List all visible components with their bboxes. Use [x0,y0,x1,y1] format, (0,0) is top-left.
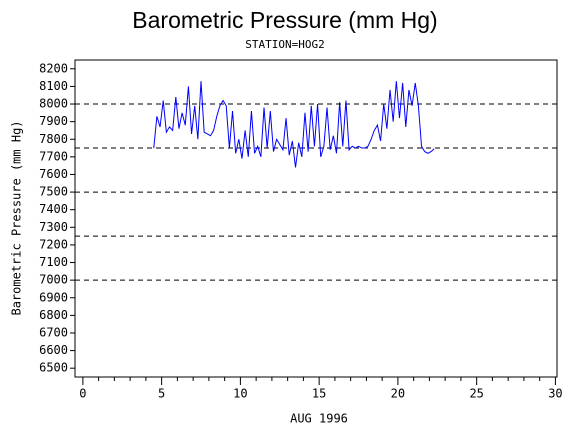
x-tick-label: 5 [158,387,165,401]
y-tick-label: 7000 [39,273,68,287]
x-tick-label: 15 [312,387,326,401]
data-line [153,81,435,168]
y-tick-label: 7100 [39,255,68,269]
x-axis-title: AUG 1996 [290,412,348,426]
y-tick-label: 7300 [39,220,68,234]
y-tick-label: 7400 [39,202,68,216]
y-tick-label: 7600 [39,167,68,181]
y-tick-label: 6800 [39,308,68,322]
y-tick-label: 8200 [39,61,68,75]
x-tick-label: 25 [469,387,483,401]
y-tick-label: 7500 [39,185,68,199]
y-tick-label: 7800 [39,132,68,146]
y-tick-label: 6600 [39,343,68,357]
x-tick-label: 0 [79,387,86,401]
x-tick-label: 30 [548,387,562,401]
y-tick-label: 7700 [39,149,68,163]
y-tick-label: 6700 [39,325,68,339]
y-tick-label: 6500 [39,361,68,375]
y-tick-label: 6900 [39,290,68,304]
y-tick-label: 8100 [39,79,68,93]
chart-subtitle: STATION=HOG2 [245,38,324,51]
x-tick-label: 20 [391,387,405,401]
y-axis-title: Barometric Pressure (mm Hg) [10,120,24,315]
y-tick-label: 8000 [39,97,68,111]
y-tick-label: 7900 [39,114,68,128]
y-tick-label: 7200 [39,237,68,251]
chart-title: Barometric Pressure (mm Hg) [132,7,437,33]
plot-frame [74,59,558,378]
x-tick-label: 10 [233,387,247,401]
